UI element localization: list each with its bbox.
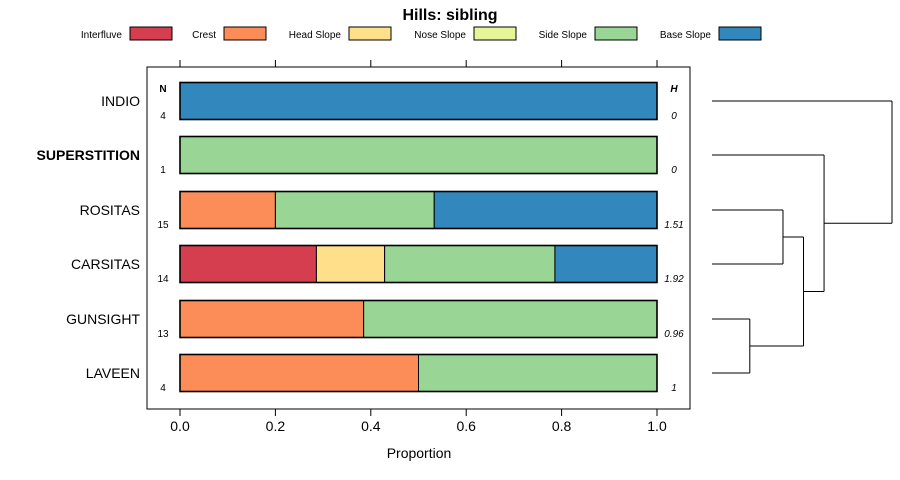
chart-title: Hills: sibling (402, 7, 497, 24)
bar-outline-carsitas (179, 244, 658, 284)
h-labels: 0 0 1.51 1.92 0.96 1 (664, 111, 684, 394)
h-label-laveen: 1 (671, 383, 677, 394)
legend-label-side-slope: Side Slope (539, 30, 588, 41)
n-label-gunsight: 13 (157, 329, 169, 340)
legend: Interfluve Crest Head Slope Nose Slope Side … (81, 26, 762, 41)
category-label-rositas: ROSITAS (80, 202, 140, 218)
bar-outline-rositas (179, 190, 658, 230)
bar-outline-gunsight (179, 299, 658, 339)
category-label-gunsight: GUNSIGHT (66, 311, 140, 327)
legend-label-head-slope: Head Slope (289, 30, 342, 41)
h-label-gunsight: 0.96 (664, 329, 684, 340)
bar-segment-carsitas-interfluve (179, 245, 317, 283)
plot-panel (146, 66, 691, 410)
legend-label-nose-slope: Nose Slope (414, 30, 466, 41)
bar-segment-indio-base-slope (179, 82, 658, 120)
n-labels: 4 1 15 14 13 4 (157, 111, 169, 394)
h-label-superstition: 0 (671, 165, 677, 176)
bar-outline-indio (179, 81, 658, 121)
bar-segment-carsitas-head-slope (315, 245, 386, 283)
h-column-header: H (670, 84, 678, 95)
x-tick-label-5: 1.0 (647, 418, 667, 434)
x-axis-title: Proportion (387, 445, 452, 461)
dendrogram-merge-rositas-carsitas (712, 209, 784, 265)
category-label-indio: INDIO (101, 93, 140, 109)
category-label-carsitas: CARSITAS (71, 256, 140, 272)
n-label-rositas: 15 (157, 220, 169, 231)
bars (179, 81, 658, 393)
bar-segment-rositas-side-slope (274, 191, 435, 229)
dendrogram-merge-gunsight-laveen (712, 318, 751, 374)
h-label-rositas: 1.51 (664, 220, 683, 231)
h-label-indio: 0 (671, 111, 677, 122)
x-tick-label-1: 0.2 (266, 418, 286, 434)
dendrogram-merge-indio-m3 (712, 100, 893, 224)
category-label-superstition: SUPERSTITION (37, 147, 140, 163)
bar-segment-rositas-base-slope (433, 191, 658, 229)
n-column-header: N (159, 84, 166, 95)
x-tick-label-0: 0.0 (170, 418, 190, 434)
bar-segment-gunsight-side-slope (363, 300, 658, 338)
top-axis-ticks (179, 60, 658, 67)
dendrogram-merge-m1-m0 (749, 236, 805, 347)
legend-label-interfluve: Interfluve (81, 30, 123, 41)
category-labels: INDIO SUPERSTITION ROSITAS CARSITAS GUNSIGHT… (37, 93, 141, 381)
n-label-indio: 4 (160, 111, 166, 122)
n-label-laveen: 4 (160, 383, 166, 394)
bar-segment-gunsight-crest (179, 300, 365, 338)
h-label-carsitas: 1.92 (664, 274, 684, 285)
category-label-laveen: LAVEEN (86, 365, 140, 381)
legend-swatch-side-slope (594, 26, 638, 41)
x-axis: 0.0 0.2 0.4 0.6 0.8 1.0 (170, 409, 667, 434)
legend-label-crest: Crest (192, 30, 216, 41)
bar-segment-laveen-side-slope (418, 354, 658, 392)
bar-segment-rositas-crest (179, 191, 276, 229)
dendrogram-merge-superstition-m2 (712, 154, 825, 292)
x-tick-label-2: 0.4 (361, 418, 381, 434)
n-label-carsitas: 14 (157, 274, 169, 285)
legend-swatch-head-slope (348, 26, 392, 41)
bar-segment-superstition-side-slope (179, 136, 658, 174)
legend-swatch-base-slope (718, 26, 762, 41)
legend-label-base-slope: Base Slope (660, 30, 712, 41)
x-tick-label-3: 0.6 (456, 418, 476, 434)
bar-outline-superstition (179, 135, 658, 175)
n-label-superstition: 1 (160, 165, 166, 176)
x-tick-label-4: 0.8 (552, 418, 572, 434)
legend-swatch-nose-slope (473, 26, 517, 41)
legend-swatch-interfluve (129, 26, 173, 41)
dendrogram (712, 100, 893, 374)
bar-segment-carsitas-base-slope (554, 245, 658, 283)
legend-swatch-crest (223, 26, 267, 41)
bar-outline-laveen (179, 353, 658, 393)
bar-segment-carsitas-side-slope (384, 245, 556, 283)
bar-segment-laveen-crest (179, 354, 419, 392)
